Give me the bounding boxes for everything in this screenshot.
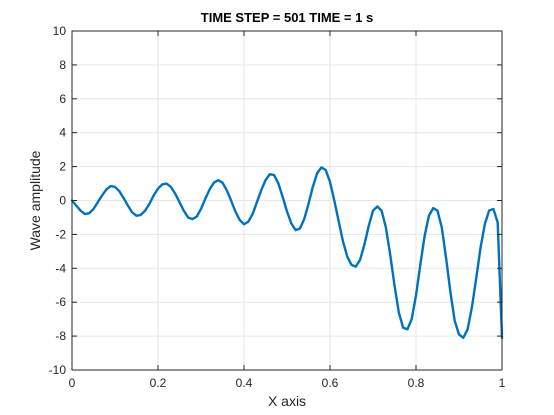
x-tick-label: 0.2 — [150, 376, 167, 390]
y-tick-label: 2 — [59, 160, 66, 174]
series-layer — [70, 166, 504, 339]
chart-title: TIME STEP = 501 TIME = 1 s — [201, 10, 373, 25]
x-axis-title: X axis — [268, 393, 306, 409]
y-tick-label: -6 — [55, 295, 66, 309]
y-tick-label: 10 — [53, 24, 67, 38]
y-tick-label: -10 — [49, 363, 67, 377]
y-tick-label: -8 — [55, 329, 66, 343]
x-tick-label: 0 — [69, 376, 76, 390]
y-axis-title: Wave amplitude — [27, 150, 43, 250]
ticks: 0 0.2 0.4 0.6 0.8 1 10 8 6 4 2 0 -2 -4 -6 -8 -10 — [49, 24, 506, 390]
x-tick-label: 1 — [499, 376, 506, 390]
y-tick-label: 0 — [59, 194, 66, 208]
x-tick-label: 0.6 — [322, 376, 339, 390]
y-tick-label: 8 — [59, 58, 66, 72]
y-tick-label: 4 — [59, 126, 66, 140]
x-tick-label: 0.4 — [236, 376, 253, 390]
y-tick-label: -4 — [55, 261, 66, 275]
y-tick-label: -2 — [55, 227, 66, 241]
x-tick-label: 0.8 — [408, 376, 425, 390]
y-tick-label: 6 — [59, 92, 66, 106]
series-line — [70, 166, 504, 339]
